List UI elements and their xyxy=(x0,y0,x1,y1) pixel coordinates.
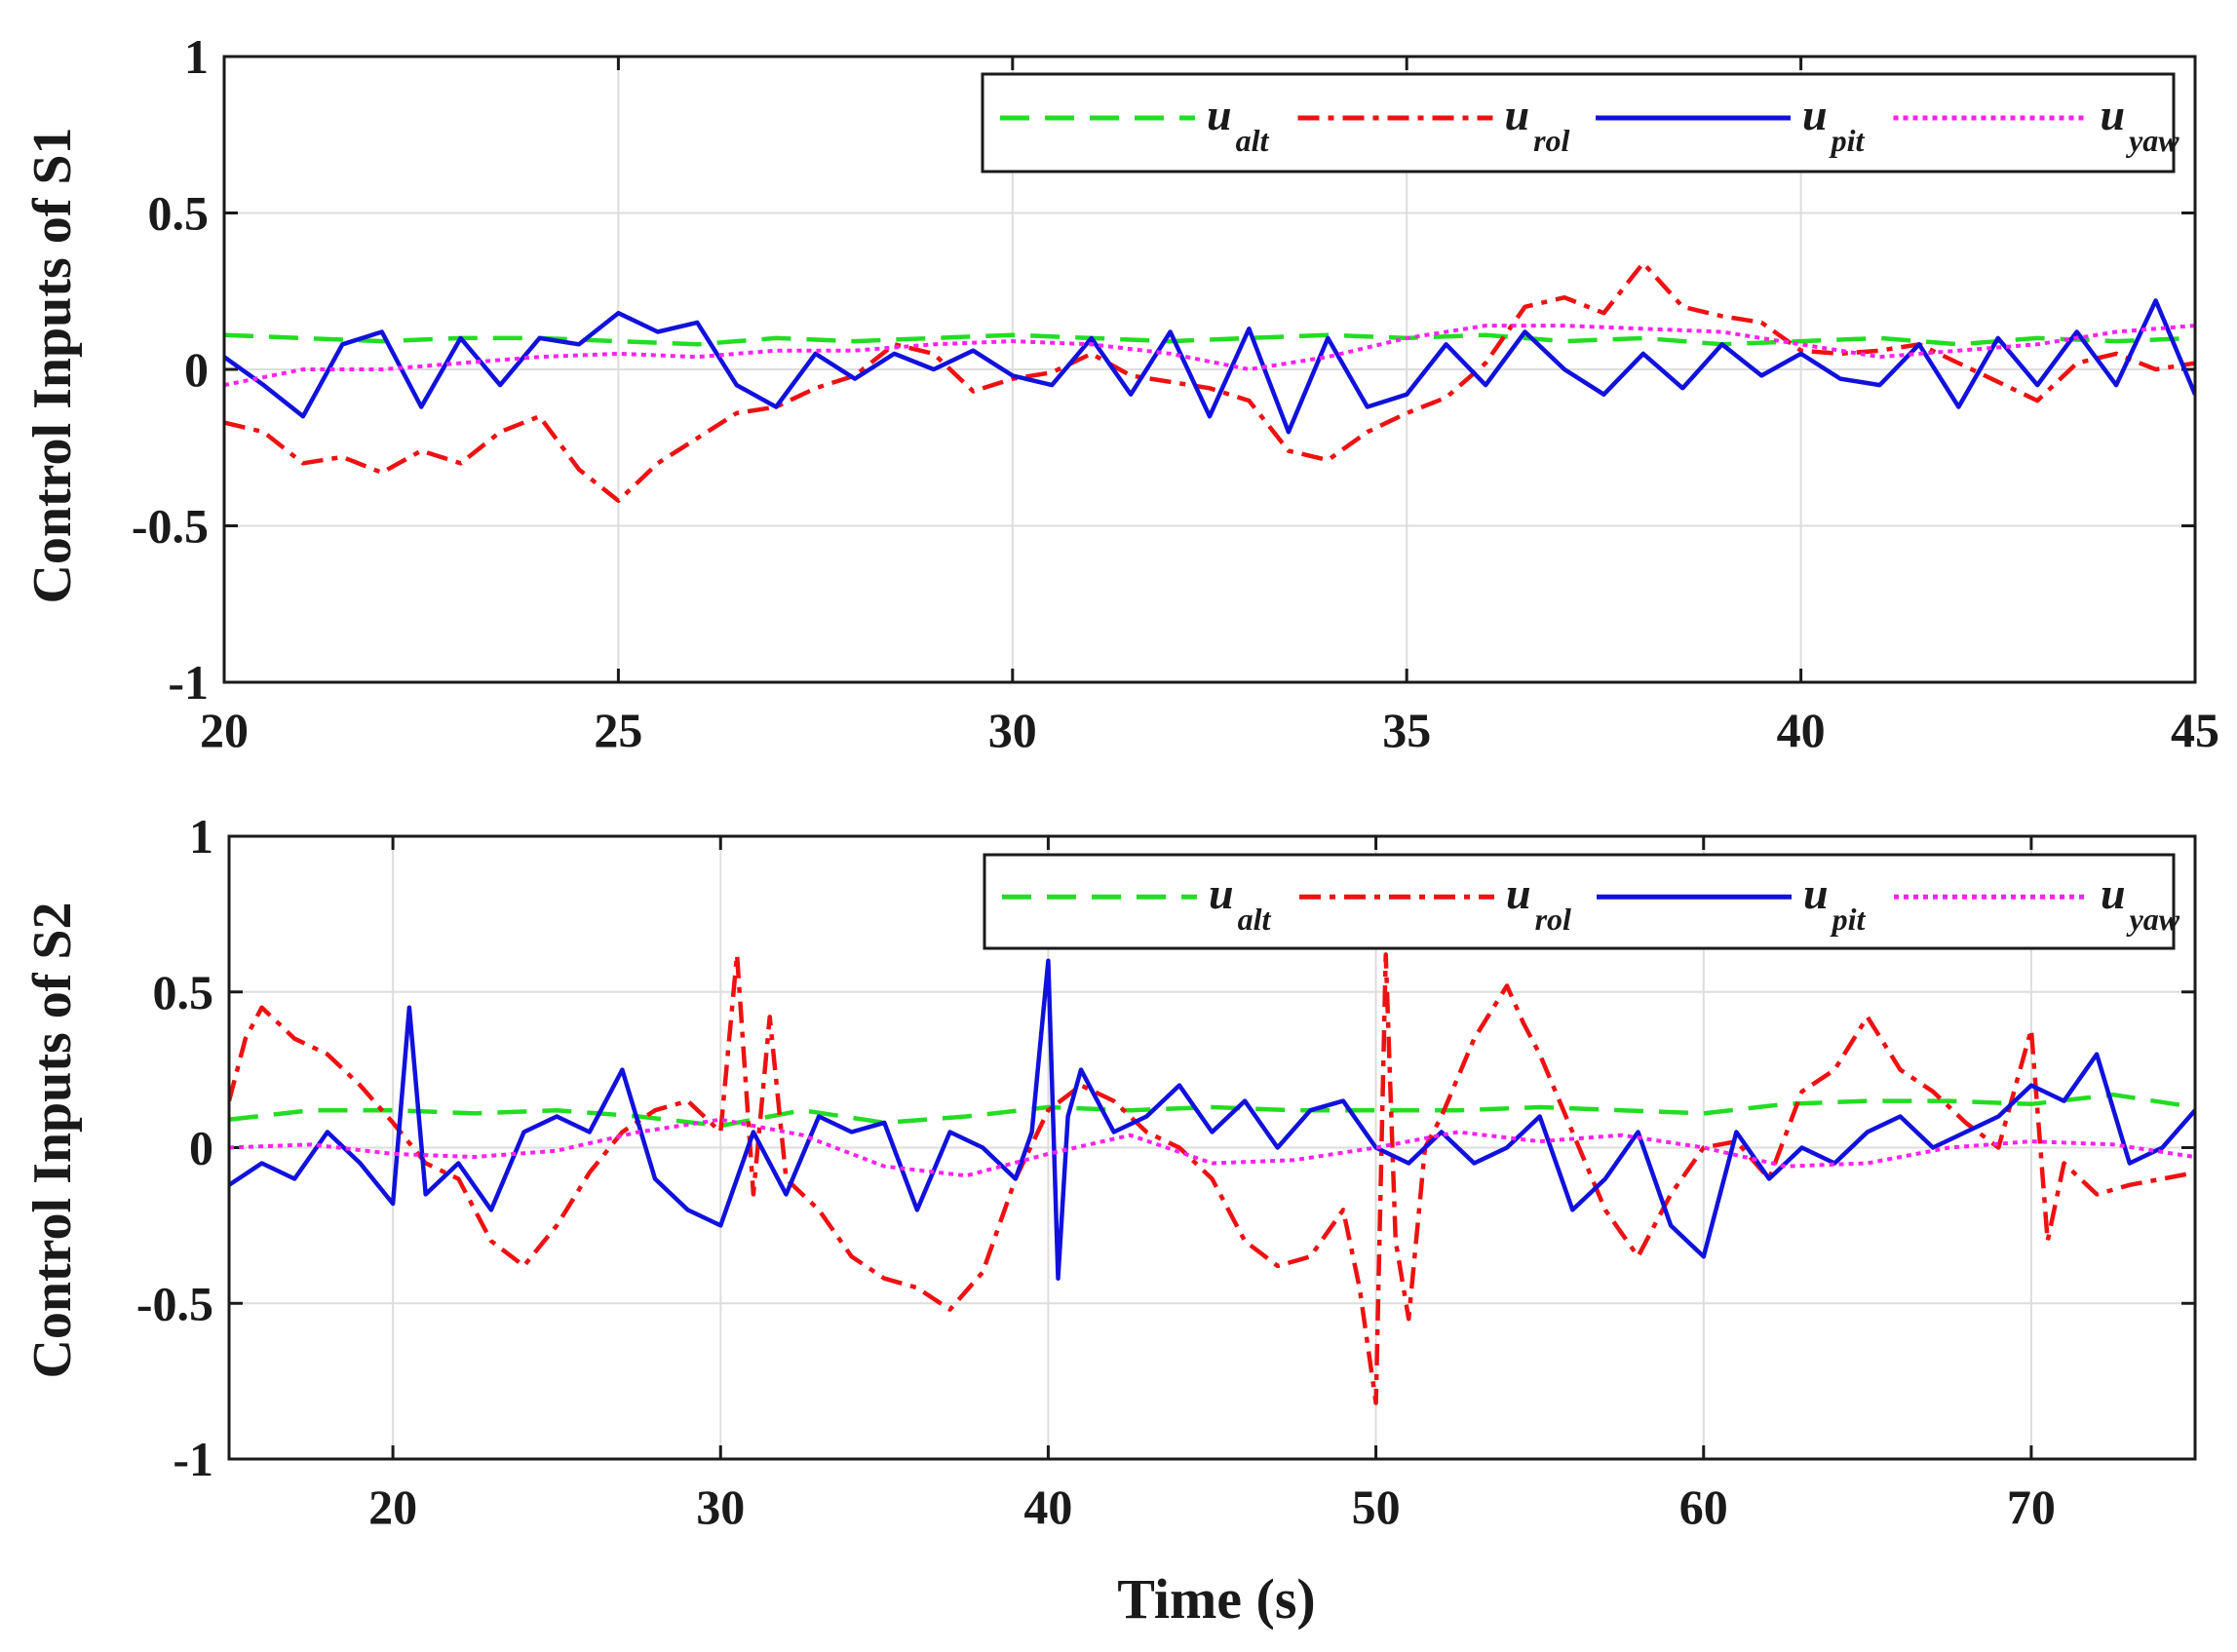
x-axis-label: Time (s) xyxy=(1117,1567,1316,1631)
y-axis-label-s1: Control Inputs of S1 xyxy=(22,127,83,603)
x-tick-label: 50 xyxy=(1352,1479,1401,1534)
plot-frame-s1 xyxy=(222,55,2197,684)
series-line-u-yaw xyxy=(224,324,2195,388)
y-axis-label-s2: Control Inputs of S2 xyxy=(22,902,83,1378)
series-line-u-rol xyxy=(224,260,2195,504)
x-tick-label: 25 xyxy=(594,703,642,757)
chart-panel-s1: 20 25 30 35 40 45 -1 -0.5 0 0.5 1 Control Inputs … xyxy=(22,29,2219,757)
x-tick-label: 40 xyxy=(1777,703,1826,757)
legend-box xyxy=(983,853,2176,950)
series-line-u-yaw xyxy=(229,1117,2195,1178)
x-tick-label: 60 xyxy=(1679,1479,1728,1534)
y-tick-label: -1 xyxy=(168,655,209,710)
plot-frame-s2 xyxy=(227,834,2197,1461)
y-tick-label: 0.5 xyxy=(148,186,210,241)
series-lines-s1 xyxy=(224,260,2195,504)
legend-box xyxy=(981,72,2176,173)
series-line-u-pit xyxy=(224,298,2195,435)
series-line-u-alt xyxy=(224,332,2195,347)
x-tick-label: 20 xyxy=(368,1479,417,1534)
y-tick-label: -1 xyxy=(173,1432,213,1486)
y-tick-label: 1 xyxy=(189,809,213,864)
y-tick-label: 0.5 xyxy=(153,965,214,1019)
x-tick-label: 30 xyxy=(696,1479,745,1534)
y-tick-labels-s2: -1 -0.5 0 0.5 1 xyxy=(136,809,213,1486)
y-tick-label: -0.5 xyxy=(132,499,209,554)
y-tick-labels-s1: -1 -0.5 0 0.5 1 xyxy=(132,29,209,710)
chart-panel-s2: 20 30 40 50 60 70 -1 -0.5 0 0.5 1 Control Inputs … xyxy=(22,809,2197,1534)
x-tick-label: 70 xyxy=(2007,1479,2056,1534)
x-tick-labels-s2: 20 30 40 50 60 70 xyxy=(368,1479,2056,1534)
series-line-u-pit xyxy=(229,958,2195,1281)
x-tick-label: 20 xyxy=(200,703,249,757)
x-tick-labels-s1: 20 25 30 35 40 45 xyxy=(200,703,2219,757)
x-tick-label: 45 xyxy=(2171,703,2219,757)
series-lines-s2 xyxy=(229,952,2195,1405)
x-tick-label: 30 xyxy=(988,703,1037,757)
y-tick-label: 0 xyxy=(184,342,209,397)
x-tick-label: 40 xyxy=(1023,1479,1072,1534)
y-tick-label: 0 xyxy=(189,1121,213,1175)
y-tick-label: -0.5 xyxy=(136,1276,213,1330)
y-tick-label: 1 xyxy=(184,29,209,84)
series-line-u-rol xyxy=(229,952,2195,1405)
x-tick-label: 35 xyxy=(1382,703,1431,757)
series-line-u-alt xyxy=(229,1092,2195,1129)
